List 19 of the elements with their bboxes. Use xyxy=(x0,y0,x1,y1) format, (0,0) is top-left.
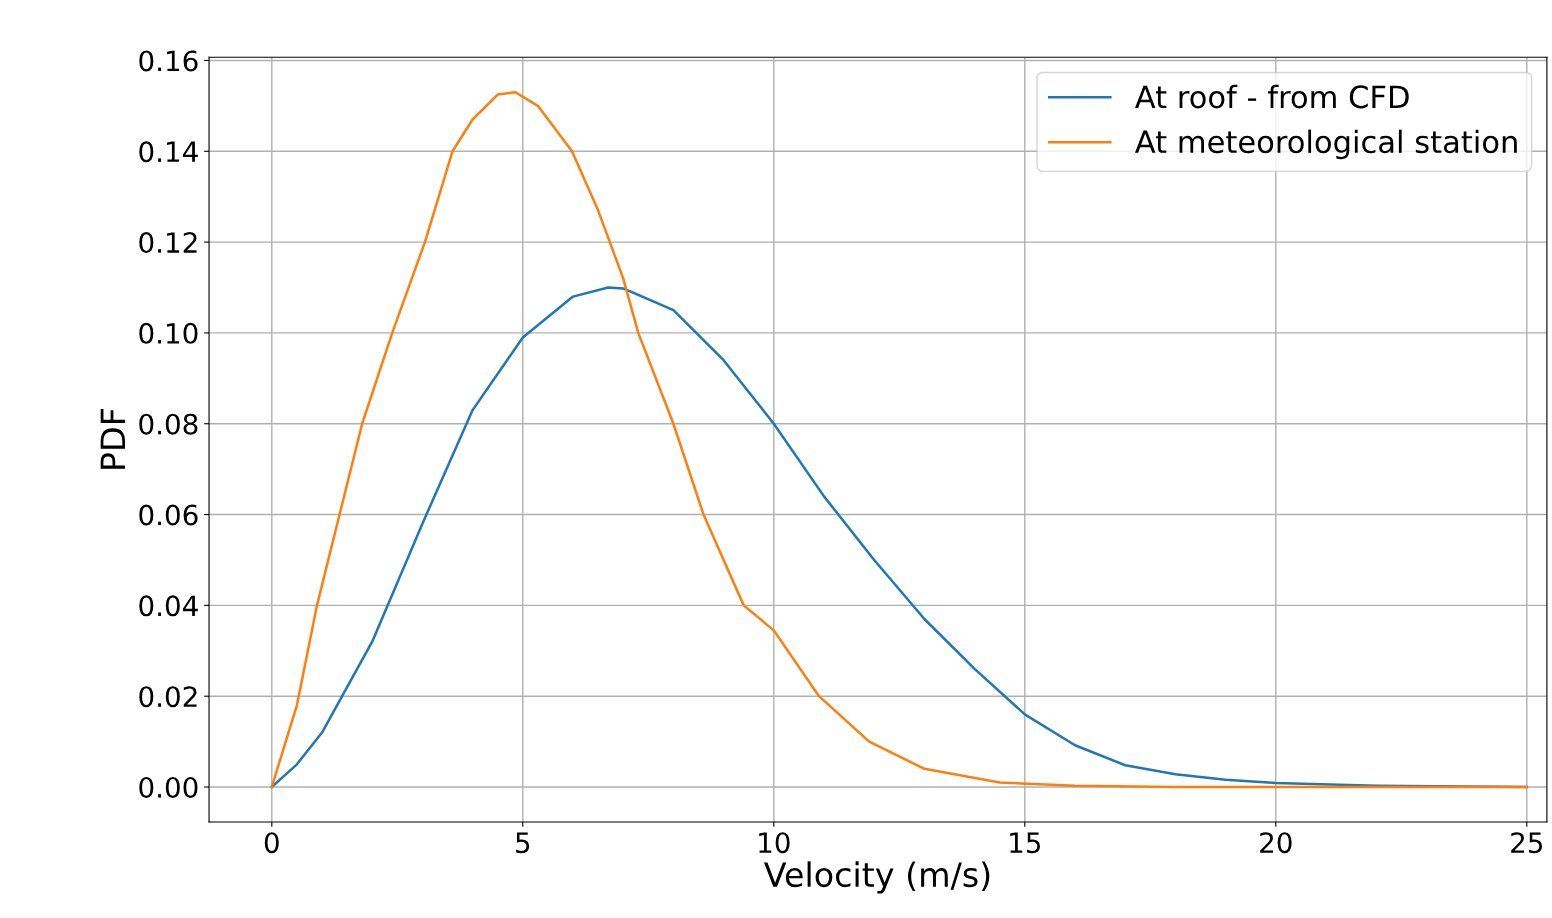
x-tick-label: 25 xyxy=(1511,832,1543,854)
x-axis-title: Velocity (m/s) xyxy=(764,861,990,894)
y-tick-label: 0.16 xyxy=(139,50,198,72)
x-tick-label: 20 xyxy=(1260,832,1292,854)
y-tick-label: 0.14 xyxy=(139,141,198,163)
x-tick-label: 10 xyxy=(759,832,790,854)
y-tick-label: 0.02 xyxy=(139,686,197,708)
y-tick-label: 0.10 xyxy=(139,322,198,344)
legend-label: At meteorological station xyxy=(1135,129,1517,160)
legend-label: At roof - from CFD xyxy=(1135,84,1409,109)
x-tick-label: 5 xyxy=(516,832,530,854)
y-tick-label: 0.08 xyxy=(139,413,198,435)
y-tick-label: 0.12 xyxy=(139,232,197,254)
y-tick-label: 0.00 xyxy=(139,776,198,798)
y-tick-label: 0.06 xyxy=(139,504,198,526)
y-axis-title: PDF xyxy=(100,409,125,469)
x-tick-label: 0 xyxy=(264,832,279,854)
y-tick-label: 0.04 xyxy=(139,595,198,617)
x-tick-label: 15 xyxy=(1010,832,1041,854)
